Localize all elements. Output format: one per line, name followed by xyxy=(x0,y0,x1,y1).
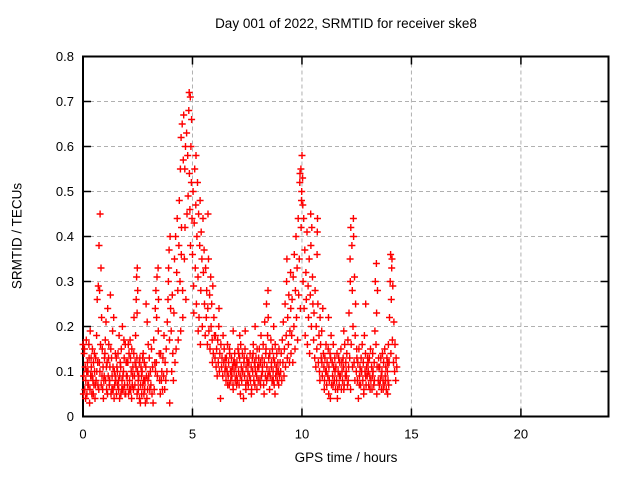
scatter-points xyxy=(79,89,401,407)
y-tick-label: 0.4 xyxy=(56,229,74,244)
x-tick-label: 5 xyxy=(189,427,196,442)
y-axis-label: SRMTID / TECUs xyxy=(9,182,25,290)
plot-border xyxy=(82,55,610,418)
y-tick-label: 0 xyxy=(67,409,74,424)
x-tick-label: 0 xyxy=(79,427,86,442)
x-axis-label: GPS time / hours xyxy=(294,450,398,465)
chart-title: Day 001 of 2022, SRMTID for receiver ske… xyxy=(215,16,477,31)
x-tick-label: 15 xyxy=(404,427,418,442)
y-tick-label: 0.8 xyxy=(56,49,74,64)
y-tick-label: 0.6 xyxy=(56,139,74,154)
y-tick-label: 0.1 xyxy=(56,364,74,379)
x-tick-label: 20 xyxy=(514,427,528,442)
y-tick-label: 0.2 xyxy=(56,319,74,334)
y-tick-label: 0.3 xyxy=(56,274,74,289)
y-tick-label: 0.7 xyxy=(56,94,74,109)
y-tick-label: 0.5 xyxy=(56,184,74,199)
x-tick-label: 10 xyxy=(295,427,309,442)
